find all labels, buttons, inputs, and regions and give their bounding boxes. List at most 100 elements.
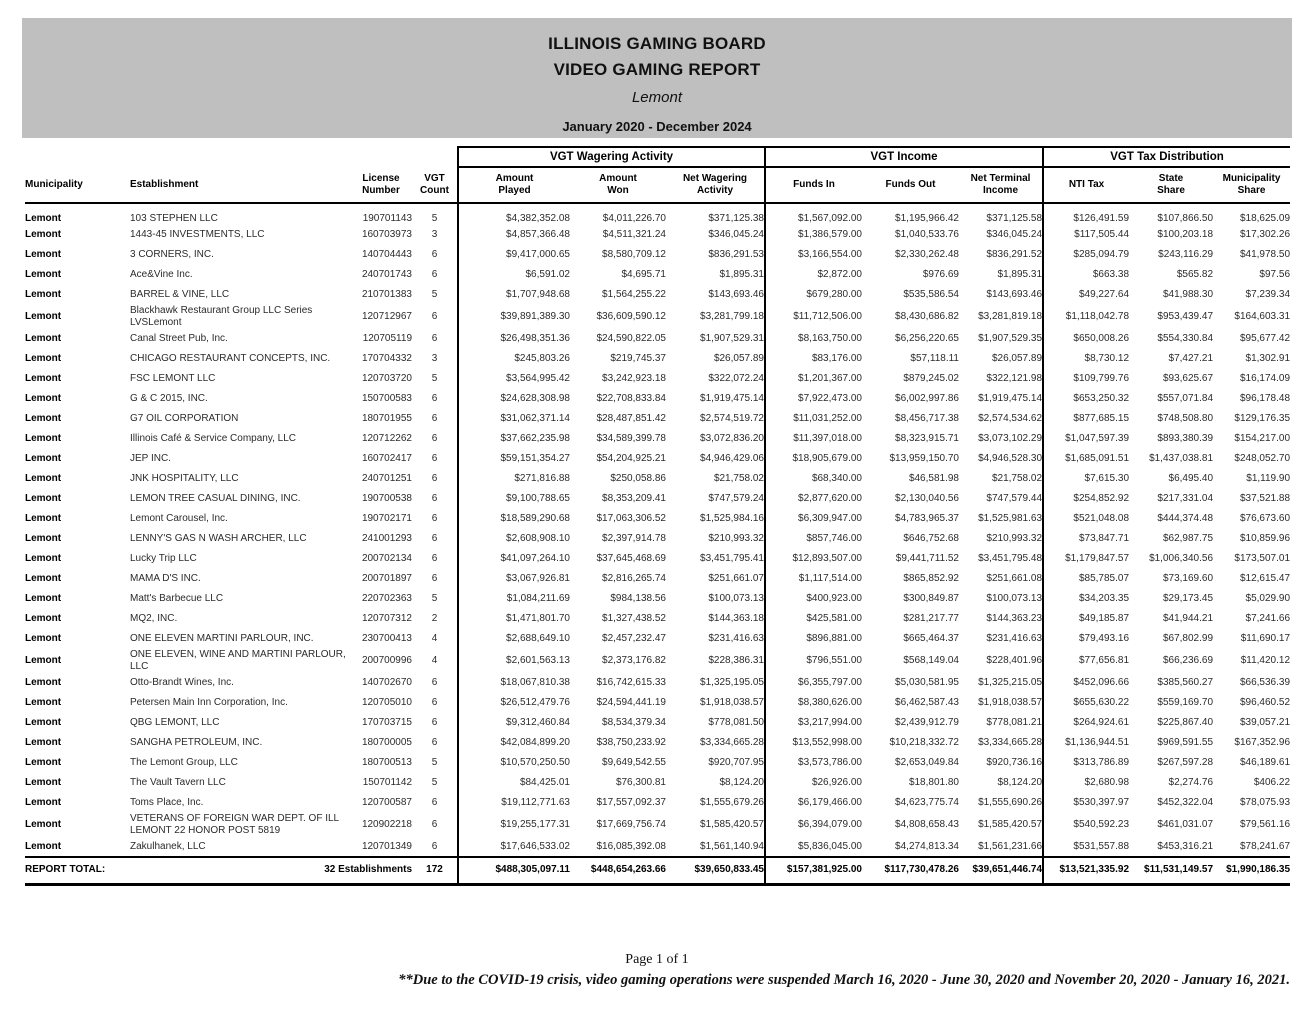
cell-funds-out: $10,218,332.72 [889,737,959,748]
cell-amount-played: $9,312,460.84 [457,713,570,733]
cell-vgt-count: 6 [431,333,438,344]
cell-state-share: $453,316.21 [1157,840,1214,852]
cell-net-terminal-income: $1,525,981.63 [978,513,1043,524]
cell-nti-tax: $877,685.15 [1042,409,1130,429]
cell-license-number: 190700538 [361,493,412,504]
cell-amount-won: $36,609,590.12 [596,311,666,322]
total-funds-in: $157,381,925.00 [764,856,862,886]
table-row: Lemont Toms Place, Inc. 120700587 6 $19,112,… [25,793,1290,813]
cell-funds-out: $2,653,049.84 [895,757,959,768]
cell-funds-out: $1,040,533.76 [895,229,959,240]
cell-net-terminal-income: $371,125.58 [986,213,1043,224]
table-row: Lemont Canal Street Pub, Inc. 120705119 6 $2… [25,329,1290,349]
table-row: Lemont 1443-45 INVESTMENTS, LLC 160703973 3… [25,225,1290,245]
cell-state-share: $267,597.28 [1157,757,1214,768]
table-row: Lemont ONE ELEVEN MARTINI PARLOUR, INC. 23… [25,629,1290,649]
cell-nti-tax: $531,557.88 [1042,837,1130,857]
cell-amount-won: $2,816,265.74 [602,573,666,584]
cell-license-number: 200700996 [361,655,412,666]
cell-municipality: Lemont [25,533,62,544]
covid-note: **Due to the COVID-19 crisis, video gami… [398,972,1290,988]
cell-state-share: $29,173.45 [1162,593,1214,604]
table-body: Lemont 103 STEPHEN LLC 190701143 5 $4,382,35… [25,203,1290,857]
cell-state-share: $953,439.47 [1157,311,1214,322]
cell-net-terminal-income: $778,081.21 [986,717,1043,728]
col-header-amount-won: Amount Won [570,167,666,204]
cell-state-share: $748,508.80 [1157,413,1214,424]
cell-municipality-share: $1,119.90 [1246,473,1291,484]
cell-establishment: MQ2, INC. [130,613,178,624]
cell-vgt-count: 6 [431,393,438,404]
table-row: Lemont MQ2, INC. 120707312 2 $1,471,801.70 $1… [25,609,1290,629]
cell-amount-won: $250,058.86 [610,473,666,484]
cell-funds-in: $11,712,506.00 [764,305,862,329]
cell-municipality-share: $41,978.50 [1239,249,1291,260]
total-establishments: 32 Establishments [130,856,412,886]
cell-establishment: MAMA D'S INC. [130,573,201,584]
cell-establishment: 103 STEPHEN LLC [130,213,218,224]
cell-municipality-share: $7,241.66 [1245,613,1291,624]
cell-vgt-count: 6 [431,473,438,484]
cell-vgt-count: 6 [431,533,438,544]
table-row: Lemont CHICAGO RESTAURANT CONCEPTS, INC. 1… [25,349,1290,369]
col-header-municipality-share: Municipality Share [1213,167,1291,204]
cell-establishment: VETERANS OF FOREIGN WAR DEPT. OF ILL LEM… [130,813,339,836]
cell-net-wagering: $1,918,038.57 [700,697,764,708]
cell-amount-played: $42,084,899.20 [457,733,570,753]
cell-funds-out: $57,118.11 [910,353,959,364]
cell-amount-played: $37,662,235.98 [457,429,570,449]
cell-vgt-count: 6 [431,697,438,708]
cell-amount-won: $76,300.81 [615,777,666,788]
cell-state-share: $243,116.29 [1158,249,1214,260]
cell-amount-won: $22,708,833.84 [596,393,666,404]
cell-license-number: 140704443 [361,249,412,260]
col-header-funds-in: Funds In [764,167,862,204]
cell-municipality-share: $173,507.01 [1234,553,1291,564]
cell-net-terminal-income: $4,946,528.30 [978,453,1043,464]
cell-amount-played: $26,498,351.36 [457,329,570,349]
cell-license-number: 150701142 [362,777,412,788]
cell-nti-tax: $452,096.66 [1042,673,1130,693]
cell-establishment: 3 CORNERS, INC. [130,249,214,260]
report-title: VIDEO GAMING REPORT [553,60,761,79]
cell-nti-tax: $49,227.64 [1042,285,1130,305]
cell-license-number: 140702670 [361,677,412,688]
cell-license-number: 240701743 [361,269,412,280]
cell-net-terminal-income: $210,993.32 [986,533,1043,544]
cell-vgt-count: 3 [431,229,438,240]
total-funds-out: $117,730,478.26 [862,856,959,886]
cell-funds-out: $1,195,966.42 [895,213,959,224]
cell-amount-played: $26,512,479.76 [457,693,570,713]
cell-state-share: $62,987.75 [1162,533,1214,544]
cell-net-wagering: $3,072,836.20 [700,433,764,444]
cell-municipality: Lemont [25,393,62,404]
table-row: Lemont JEP INC. 160702417 6 $59,151,354.27 $5… [25,449,1290,469]
cell-establishment: Illinois Café & Service Company, LLC [130,433,296,444]
cell-municipality-share: $39,057.21 [1239,717,1291,728]
cell-net-wagering: $21,758.02 [713,473,764,484]
cell-vgt-count: 5 [431,757,438,768]
cell-license-number: 220702363 [361,593,412,604]
cell-vgt-count: 6 [431,311,438,322]
group-header-wagering: VGT Wagering Activity [457,146,765,168]
cell-net-terminal-income: $1,918,038.57 [978,697,1043,708]
cell-net-terminal-income: $836,291.52 [986,249,1043,260]
cell-municipality-share: $11,690.17 [1240,633,1291,644]
cell-funds-out: $6,256,220.65 [895,333,959,344]
cell-amount-won: $984,138.56 [610,593,666,604]
cell-license-number: 180700005 [361,737,412,748]
cell-establishment: BARREL & VINE, LLC [130,289,230,300]
report-total-row: REPORT TOTAL: 32 Establishments 172 $488… [25,856,1291,886]
cell-municipality: Lemont [25,613,62,624]
cell-funds-out: $4,623,775.74 [895,797,959,808]
cell-municipality: Lemont [25,473,62,484]
cell-net-terminal-income: $8,124.20 [997,777,1043,788]
cell-amount-won: $17,669,756.74 [596,819,666,830]
cell-state-share: $2,274.76 [1168,777,1214,788]
cell-state-share: $100,203.18 [1157,229,1214,240]
cell-net-terminal-income: $231,416.63 [986,633,1043,644]
cell-nti-tax: $663.38 [1042,265,1130,285]
cell-license-number: 120703720 [361,373,412,384]
cell-municipality: Lemont [25,717,62,728]
cell-municipality-share: $164,603.31 [1234,311,1291,322]
